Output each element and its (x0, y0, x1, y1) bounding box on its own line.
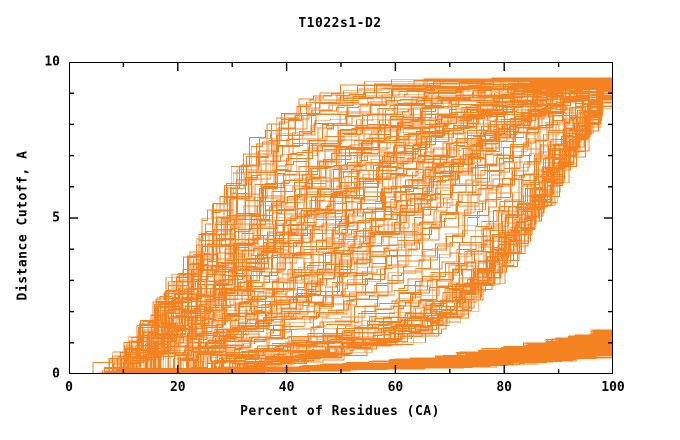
model-curve (108, 78, 613, 374)
model-curve (124, 79, 613, 374)
model-curve (101, 79, 613, 374)
x-tick-label-40: 40 (278, 380, 295, 395)
model-curve (182, 78, 613, 374)
model-curve (196, 353, 613, 374)
x-tick-label-80: 80 (496, 380, 513, 395)
y-axis-title: Distance Cutoff, A (15, 150, 31, 301)
plot-area (69, 62, 613, 374)
model-curve (196, 86, 613, 374)
model-curve (229, 80, 613, 374)
model-curve (129, 329, 613, 374)
model-curve (250, 81, 613, 374)
model-curve (203, 85, 613, 374)
x-tick-label-100: 100 (601, 380, 625, 395)
model-curve (193, 78, 613, 374)
x-tick-label-20: 20 (169, 380, 186, 395)
model-curve (245, 88, 613, 374)
model-curve (162, 87, 613, 374)
model-curve (251, 84, 613, 374)
model-curve (97, 78, 613, 374)
model-curve (140, 83, 613, 374)
model-curve (130, 78, 613, 374)
x-tick-label-0: 0 (65, 380, 73, 395)
model-curve (179, 79, 613, 374)
x-tick-label-60: 60 (387, 380, 404, 395)
model-curve (188, 83, 613, 374)
model-curve (165, 86, 613, 374)
model-curve (108, 81, 613, 374)
model-curve (211, 82, 613, 374)
model-curve (206, 86, 613, 374)
model-curve (157, 79, 613, 374)
y-tick-label-0: 0 (52, 366, 60, 382)
y-tick-label-10: 10 (44, 54, 60, 70)
model-curve (221, 77, 613, 374)
y-tick-label-5: 5 (52, 210, 60, 226)
model-curve (132, 83, 613, 374)
model-curve (129, 84, 613, 374)
model-curve (159, 77, 613, 374)
model-curve (200, 84, 613, 374)
series-layer (69, 62, 613, 374)
model-curve (235, 85, 613, 374)
model-curve (244, 79, 613, 374)
chart-title: T1022s1-D2 (298, 16, 382, 31)
model-curve (157, 86, 613, 374)
model-curve (212, 87, 613, 374)
model-curve (150, 85, 613, 374)
model-curve (196, 337, 613, 374)
curve-ensemble (90, 77, 613, 374)
model-curve (195, 83, 613, 374)
x-axis-title: Percent of Residues (CA) (240, 404, 440, 419)
model-curve (146, 77, 613, 374)
